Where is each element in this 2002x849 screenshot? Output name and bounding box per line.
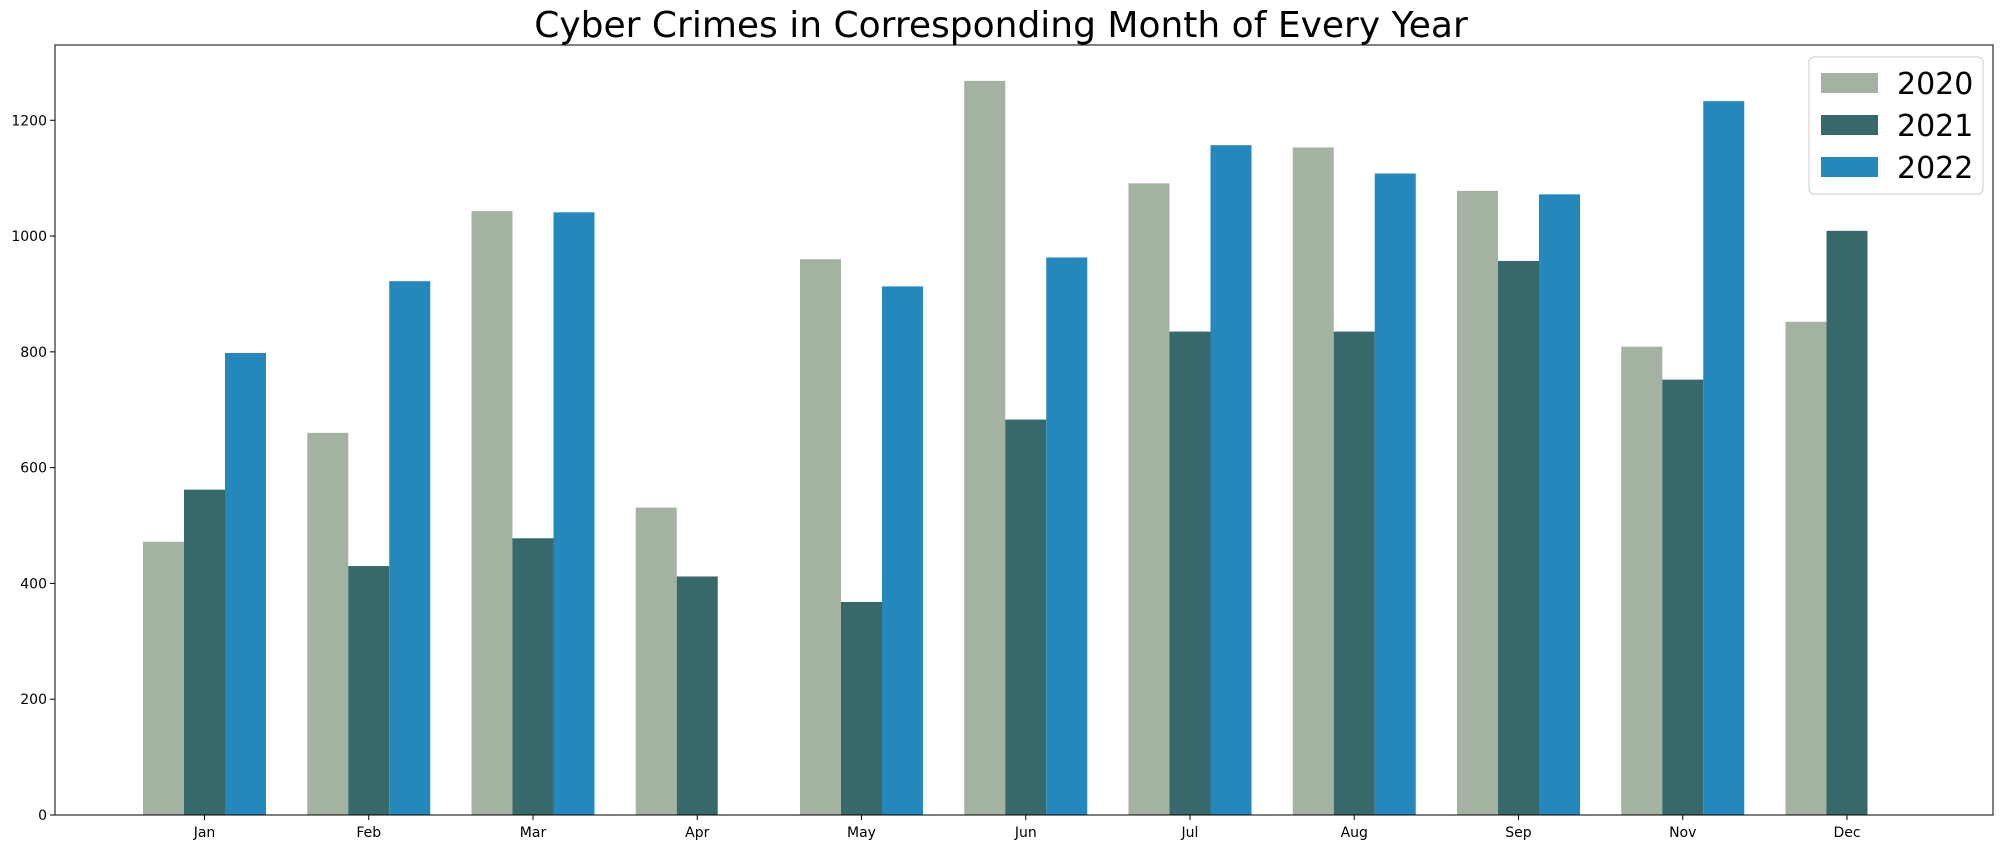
legend-swatch-2022 [1821,157,1878,177]
legend: 2020 2021 2022 [1808,56,1984,195]
bar-2020-Dec [1785,321,1827,815]
bar-2022-May [882,286,923,815]
bar-2020-Feb [307,432,349,815]
x-tick-label: Sep [1505,825,1532,841]
x-tick-label: Feb [356,825,381,841]
bar-2022-Jun [1046,257,1088,816]
bar-2022-Jul [1210,145,1252,815]
bar-2022-Mar [553,212,595,815]
bars-layer [143,80,1868,816]
legend-label-2021: 2021 [1897,109,1973,144]
bar-2021-Aug [1333,331,1375,815]
bar-2020-Aug [1292,147,1334,816]
x-tick-label: Jul [1181,825,1199,841]
x-tick-label: Nov [1669,825,1696,841]
bar-2020-May [800,259,841,816]
x-tick-label: Mar [520,825,547,841]
bar-2021-Jan [184,489,225,815]
legend-label-2022: 2022 [1897,151,1973,186]
bar-2022-Aug [1374,173,1416,815]
bar-2021-Dec [1826,230,1868,816]
bar-2021-Jul [1169,331,1211,815]
bar-2022-Nov [1703,101,1745,815]
bar-2022-Jan [225,353,266,815]
bar-2020-Jul [1128,183,1170,815]
y-tick-label: 1000 [11,229,47,245]
legend-label-2020: 2020 [1897,67,1973,102]
bar-2021-Sep [1498,260,1539,815]
legend-swatch-2020 [1821,73,1878,93]
plot-frame [54,44,1994,816]
chart-title: Cyber Crimes in Corresponding Month of E… [534,5,1468,46]
y-tick-label: 600 [20,461,47,477]
bar-2021-May [841,601,882,815]
x-tick-label: Dec [1833,825,1860,841]
x-tick-label: Aug [1341,825,1368,841]
bar-2021-Feb [348,566,390,815]
bar-2020-Mar [471,211,513,815]
y-tick-label: 0 [38,808,47,824]
bar-2020-Jun [964,80,1006,815]
bar-2021-Nov [1662,379,1704,815]
y-tick-label: 1200 [11,113,47,129]
x-tick-label: Jan [193,825,216,841]
bar-2020-Sep [1457,190,1498,815]
bar-2020-Jan [143,541,184,815]
axes-layer: 0 200 400 600 800 1000 1200 Jan Feb Mar Apr May Jun J… [11,44,1994,841]
bar-2020-Nov [1621,346,1663,815]
x-tick-label: Jun [1014,825,1037,841]
bar-2022-Sep [1539,194,1580,815]
bar-2020-Apr [635,507,677,815]
x-tick-label: Apr [685,825,709,841]
bar-2022-Feb [389,281,431,816]
y-tick-label: 800 [20,345,47,361]
x-tick-label: May [847,825,876,841]
legend-swatch-2021 [1821,115,1878,135]
bar-2021-Mar [512,538,554,815]
bar-2021-Jun [1005,419,1047,815]
y-tick-label: 400 [20,576,47,592]
bar-2021-Apr [676,576,718,815]
y-tick-label: 200 [20,692,47,708]
